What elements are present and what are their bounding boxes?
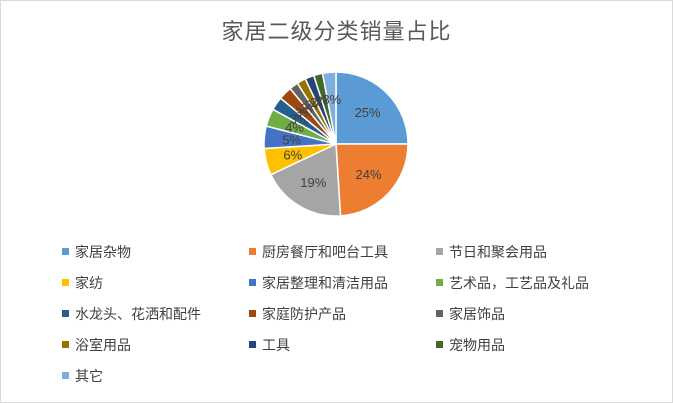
legend-swatch — [62, 341, 69, 348]
legend-label: 其它 — [75, 368, 103, 385]
slice-data-label: 6% — [283, 148, 302, 163]
legend-item: 家居整理和清洁用品 — [249, 267, 436, 298]
legend-item: 宠物用品 — [436, 329, 636, 360]
legend-label: 宠物用品 — [449, 337, 505, 354]
legend-item: 水龙头、花洒和配件 — [62, 298, 249, 329]
legend-item: 其它 — [62, 360, 249, 391]
slice-data-label: 19% — [300, 175, 326, 190]
pie-slice — [269, 142, 342, 217]
legend-item: 艺术品，工艺品及礼品 — [436, 267, 636, 298]
chart-title: 家居二级分类销量占比 — [221, 20, 452, 45]
legend-swatch — [62, 372, 69, 379]
legend-label: 工具 — [262, 337, 290, 354]
legend-label: 家庭防护产品 — [262, 306, 346, 323]
slice-data-label: 3% — [322, 92, 341, 107]
legend-swatch — [436, 248, 443, 255]
legend-label: 家居饰品 — [449, 306, 505, 323]
legend-label: 节日和聚会用品 — [449, 244, 547, 261]
legend-swatch — [249, 248, 256, 255]
legend-label: 家纺 — [75, 275, 103, 292]
legend-label: 厨房餐厅和吧台工具 — [262, 244, 388, 261]
legend-item: 家庭防护产品 — [249, 298, 436, 329]
legend-swatch — [436, 341, 443, 348]
legend-label: 浴室用品 — [75, 337, 131, 354]
legend-item: 浴室用品 — [62, 329, 249, 360]
legend-swatch — [436, 279, 443, 286]
pie-slice — [335, 143, 409, 217]
legend-item: 工具 — [249, 329, 436, 360]
legend-swatch — [62, 310, 69, 317]
legend-label: 水龙头、花洒和配件 — [75, 306, 201, 323]
legend-label: 艺术品，工艺品及礼品 — [449, 275, 589, 292]
slice-data-label: 24% — [355, 167, 381, 182]
pie-slice — [321, 71, 337, 145]
legend-item: 家居饰品 — [436, 298, 636, 329]
legend-label: 家居杂物 — [75, 244, 131, 261]
slice-data-label: 25% — [355, 105, 381, 120]
legend-swatch — [249, 341, 256, 348]
legend-item: 厨房餐厅和吧台工具 — [249, 236, 436, 267]
legend-item: 家居杂物 — [62, 236, 249, 267]
pie-slice — [335, 71, 409, 145]
legend-swatch — [249, 310, 256, 317]
chart-legend: 家居杂物 厨房餐厅和吧台工具 节日和聚会用品家纺 家居整理和清洁用品 艺术品，工艺品及礼… — [62, 236, 662, 391]
slice-data-label: 5% — [282, 132, 301, 147]
legend-item: 节日和聚会用品 — [436, 236, 636, 267]
legend-swatch — [436, 310, 443, 317]
legend-label: 家居整理和清洁用品 — [262, 275, 388, 292]
legend-item: 家纺 — [62, 267, 249, 298]
legend-swatch — [62, 248, 69, 255]
legend-swatch — [62, 279, 69, 286]
legend-swatch — [249, 279, 256, 286]
